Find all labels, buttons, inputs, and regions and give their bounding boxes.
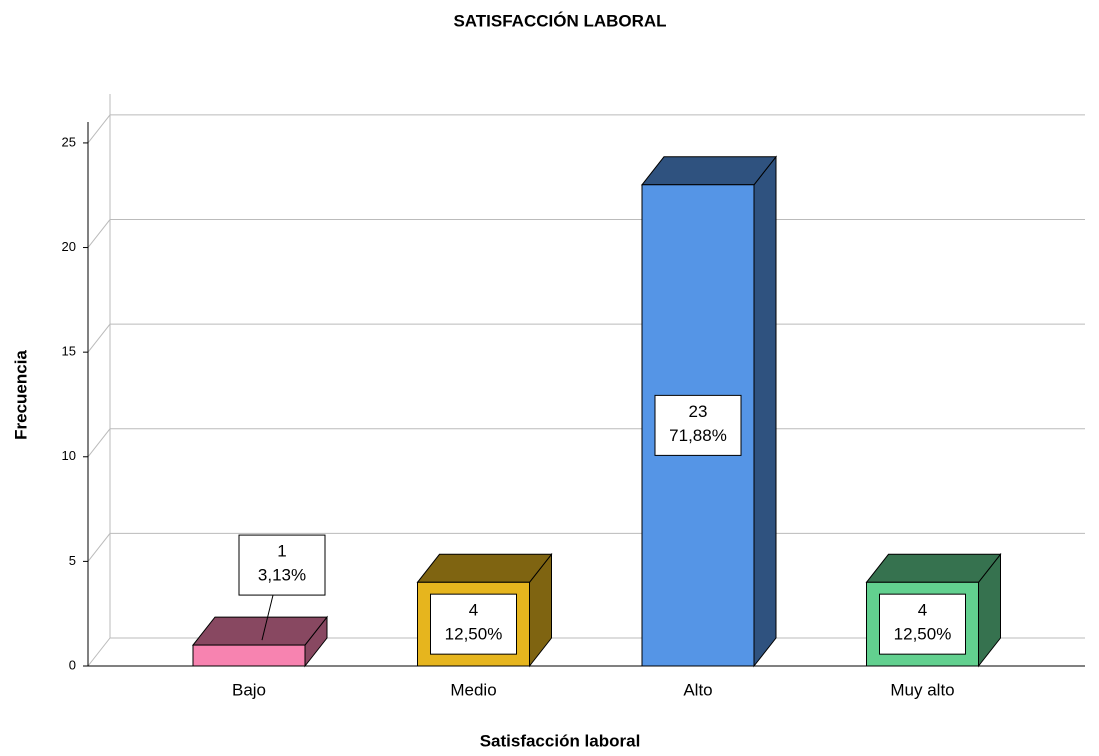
chart-title: SATISFACCIÓN LABORAL bbox=[453, 11, 666, 30]
grid-line bbox=[87, 428, 1085, 458]
x-tick-label: Medio bbox=[450, 680, 496, 699]
label-box bbox=[654, 394, 742, 456]
x-tick-label: Muy alto bbox=[890, 680, 954, 699]
bar bbox=[192, 644, 306, 667]
y-tick-label: 0 bbox=[69, 657, 76, 672]
percent-label: 12,50% bbox=[894, 625, 952, 644]
grid-line bbox=[87, 323, 1085, 353]
y-tick-label: 15 bbox=[62, 344, 76, 359]
x-tick-label: Bajo bbox=[232, 680, 266, 699]
y-tick-label: 10 bbox=[62, 448, 76, 463]
bar-top bbox=[191, 616, 329, 646]
value-label: 1 bbox=[277, 542, 286, 561]
bar-top bbox=[416, 553, 553, 583]
x-axis-title: Satisfacción laboral bbox=[480, 731, 641, 750]
y-tick-label: 25 bbox=[62, 134, 76, 149]
y-tick-label: 20 bbox=[62, 239, 76, 254]
bar-top bbox=[865, 553, 1002, 583]
percent-label: 71,88% bbox=[669, 426, 727, 445]
y-axis-title: Frecuencia bbox=[11, 350, 30, 440]
percent-label: 3,13% bbox=[258, 566, 306, 585]
value-label: 23 bbox=[689, 402, 708, 421]
value-label: 4 bbox=[918, 601, 927, 620]
grid-line bbox=[87, 219, 1085, 248]
y-tick-label: 5 bbox=[69, 553, 76, 568]
label-box bbox=[238, 534, 326, 596]
grid-line bbox=[87, 114, 1085, 144]
value-label: 4 bbox=[469, 601, 478, 620]
label-leader bbox=[261, 594, 274, 641]
bar-side bbox=[753, 155, 777, 668]
bar-top bbox=[640, 156, 778, 186]
label-box bbox=[879, 593, 966, 655]
label-box bbox=[430, 593, 517, 655]
percent-label: 12,50% bbox=[445, 625, 503, 644]
x-tick-label: Alto bbox=[683, 680, 712, 699]
